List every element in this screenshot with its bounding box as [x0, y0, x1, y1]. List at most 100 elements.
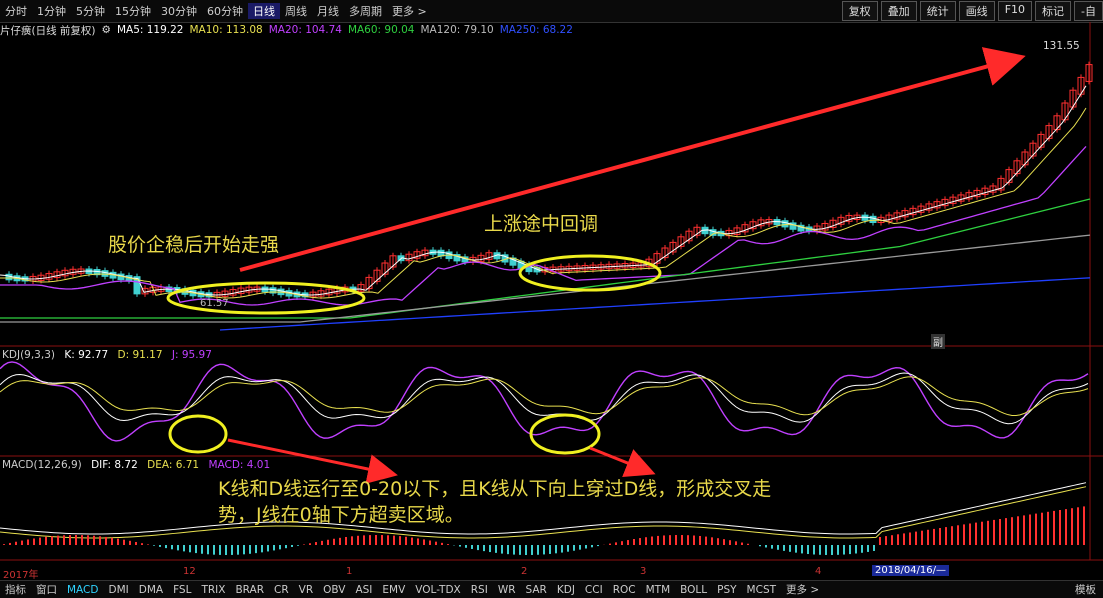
annotation-ellipse-stabilize [166, 281, 366, 315]
tab-trix[interactable]: TRIX [201, 583, 226, 596]
candlestick [389, 255, 397, 268]
kdj-label-bar: KDJ(9,3,3) K: 92.77 D: 91.17 J: 95.97 [2, 349, 218, 361]
candlestick [101, 270, 109, 277]
macd-dif-line [0, 482, 1087, 535]
candlestick [685, 230, 693, 242]
tab-fsl[interactable]: FSL [173, 583, 192, 596]
tab-obv[interactable]: OBV [323, 583, 346, 596]
tab-cci[interactable]: CCI [584, 583, 603, 596]
mark-button[interactable]: 标记 [1035, 1, 1072, 21]
candlestick [413, 251, 421, 259]
period-tab-fenshi[interactable]: 分时 [5, 5, 27, 18]
tab-sar[interactable]: SAR [525, 583, 547, 596]
kline-chart-canvas[interactable] [0, 0, 1103, 580]
period-tab-monthly[interactable]: 月线 [317, 5, 339, 18]
candlestick [133, 276, 141, 295]
candlestick [669, 241, 677, 253]
statistics-button[interactable]: 统计 [919, 1, 956, 21]
tab-dma[interactable]: DMA [138, 583, 164, 596]
tab-psy[interactable]: PSY [717, 583, 737, 596]
period-tab-30min[interactable]: 30分钟 [161, 5, 197, 18]
candlestick [373, 269, 381, 282]
candlestick [1045, 125, 1053, 139]
candlestick [933, 201, 941, 209]
candlestick [653, 253, 661, 264]
tab-vol-tdx[interactable]: VOL-TDX [415, 583, 461, 596]
ma5-line [0, 85, 1087, 296]
restore-rights-button[interactable]: 复权 [841, 1, 878, 21]
f10-button[interactable]: F10 [997, 1, 1033, 21]
draw-line-button[interactable]: 画线 [958, 1, 995, 21]
candlestick [821, 222, 829, 231]
kdj-k-value: K: 92.77 [64, 349, 109, 361]
candlestick [1029, 142, 1037, 157]
candlestick [477, 254, 485, 262]
tab-emv[interactable]: EMV [382, 583, 406, 596]
tab-rsi[interactable]: RSI [470, 583, 488, 596]
kdj-d-line [0, 376, 1089, 417]
tab-template[interactable]: 模板 [1075, 584, 1096, 596]
ma5-value: MA5: 119.22 [116, 24, 184, 36]
tab-more[interactable]: 更多 > [786, 584, 820, 596]
period-tab-1min[interactable]: 1分钟 [37, 5, 66, 18]
candlestick [1053, 115, 1061, 131]
candlestick [741, 224, 749, 233]
period-tab-more[interactable]: 更多 > [392, 5, 427, 18]
period-tab-multi[interactable]: 多周期 [349, 5, 382, 18]
ma20-line [0, 145, 1087, 306]
fu-badge: 副 [931, 334, 945, 349]
kdj-d-value: D: 91.17 [117, 349, 163, 361]
ma120-line [0, 234, 1091, 323]
candlestick [885, 214, 893, 222]
axis-month-1: 1 [346, 566, 353, 577]
candlestick [1013, 160, 1021, 175]
period-toolbar: 分时 1分钟 5分钟 15分钟 30分钟 60分钟 日线 周线 月线 多周期 更… [0, 0, 1103, 23]
ma20-value: MA20: 104.74 [268, 24, 342, 36]
period-tab-weekly[interactable]: 周线 [285, 5, 307, 18]
candlestick [893, 212, 901, 220]
ma60-value: MA60: 90.04 [347, 24, 415, 36]
tab-wr[interactable]: WR [497, 583, 516, 596]
tab-dmi[interactable]: DMI [108, 583, 129, 596]
tab-brar[interactable]: BRAR [235, 583, 264, 596]
candlestick [829, 219, 837, 228]
annotation-ellipse-pullback [518, 254, 662, 292]
settings-icon[interactable]: ⚙ [101, 24, 111, 36]
axis-month-12: 12 [183, 566, 196, 577]
kdj-j-line [0, 361, 1089, 442]
candlestick [453, 254, 461, 262]
kdj-arrow-1 [227, 438, 398, 484]
ma120-value: MA120: 79.10 [420, 24, 494, 36]
tab-mcst[interactable]: MCST [746, 583, 777, 596]
axis-month-3: 3 [640, 566, 647, 577]
tab-mtm[interactable]: MTM [645, 583, 671, 596]
tab-boll[interactable]: BOLL [680, 583, 708, 596]
overlay-button[interactable]: 叠加 [880, 1, 917, 21]
tab-asi[interactable]: ASI [355, 583, 373, 596]
candlestick [981, 187, 989, 195]
axis-month-4: 4 [815, 566, 822, 577]
candlestick [405, 253, 413, 262]
candlestick [661, 247, 669, 259]
period-tab-daily[interactable]: 日线 [248, 3, 280, 19]
kdj-arrow-2 [589, 446, 656, 478]
tab-kdj[interactable]: KDJ [556, 583, 575, 596]
macd-dea-line [0, 486, 1087, 539]
tab-indicator[interactable]: 指标 [5, 584, 26, 596]
date-badge: 2018/04/16/— [872, 565, 950, 576]
axis-year-label: 2017年 [3, 570, 39, 581]
low-price-label: 61.57 [200, 298, 229, 309]
tab-roc[interactable]: ROC [612, 583, 636, 596]
candlestick [941, 198, 949, 207]
ma250-value: MA250: 68.22 [499, 24, 573, 36]
tab-vr[interactable]: VR [298, 583, 314, 596]
macd-macd-value: MACD: 4.01 [208, 459, 271, 471]
candlestick [365, 276, 373, 290]
macd-dea-value: DEA: 6.71 [147, 459, 200, 471]
period-tab-5min[interactable]: 5分钟 [76, 5, 105, 18]
period-tab-60min[interactable]: 60分钟 [207, 5, 243, 18]
tab-macd[interactable]: MACD [67, 583, 99, 596]
tab-window[interactable]: 窗口 [36, 584, 57, 596]
tab-cr[interactable]: CR [274, 583, 289, 596]
period-tab-15min[interactable]: 15分钟 [115, 5, 151, 18]
